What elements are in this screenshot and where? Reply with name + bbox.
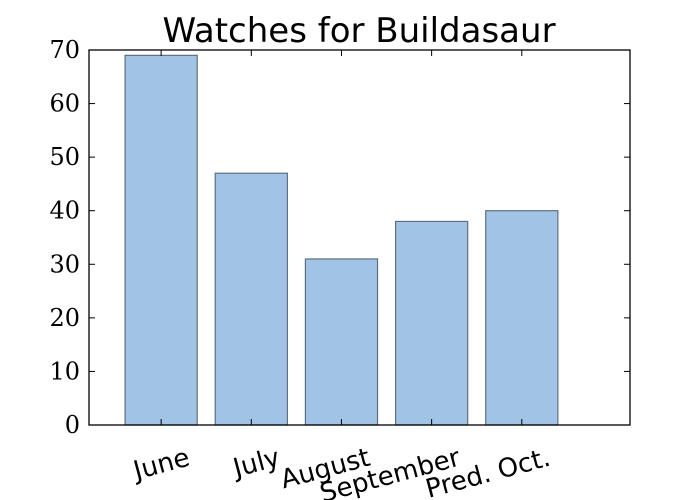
bar-august — [304, 258, 379, 426]
y-tick-label: 20 — [49, 304, 80, 332]
y-tick-label: 0 — [65, 411, 80, 439]
bars-layer — [124, 54, 559, 426]
bar-july — [214, 172, 288, 426]
plot-frame — [88, 49, 631, 426]
bar-september — [394, 220, 469, 426]
y-tick-label: 50 — [49, 143, 80, 171]
y-tick-label: 30 — [49, 250, 80, 278]
y-tick-label: 10 — [49, 357, 80, 385]
bar-pred-oct — [485, 210, 559, 426]
x-tick-label: June — [129, 443, 193, 487]
bar-june — [124, 54, 198, 426]
ticks-layer — [89, 49, 630, 426]
y-tick-label: 60 — [49, 90, 80, 118]
x-tick-label: July — [228, 443, 283, 485]
y-tick-label: 70 — [49, 36, 80, 64]
chart-title: Watches for Buildasaur — [162, 11, 555, 51]
y-tick-label: 40 — [49, 197, 80, 225]
